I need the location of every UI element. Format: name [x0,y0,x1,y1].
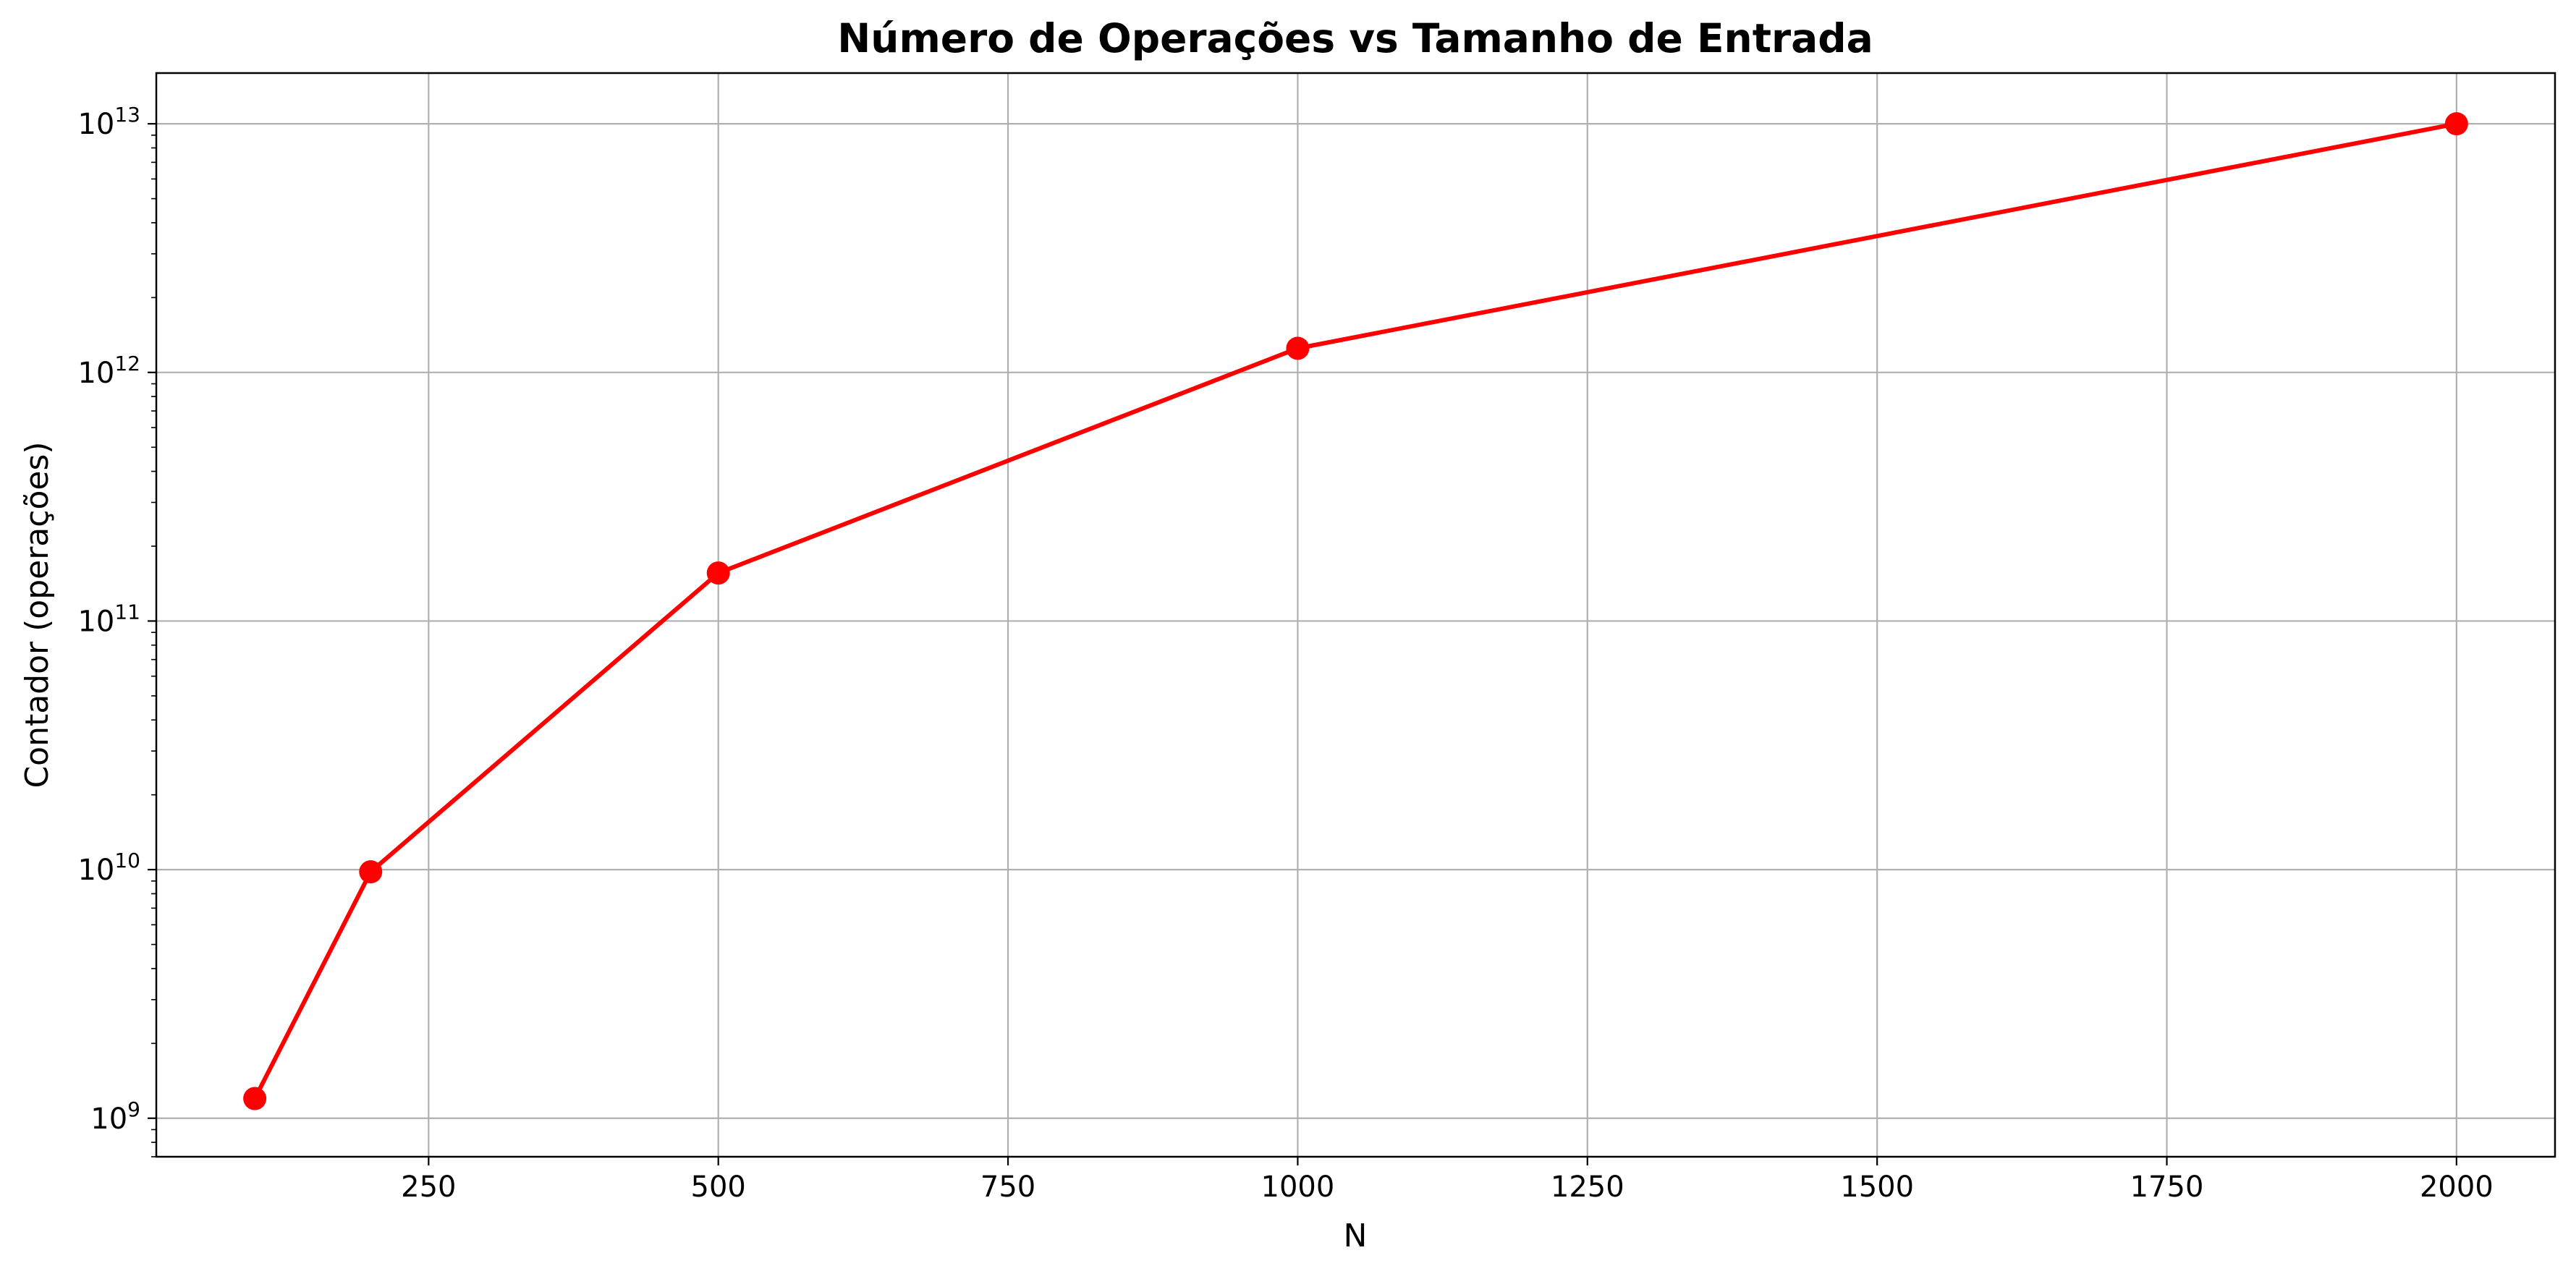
chart-title: Número de Operações vs Tamanho de Entrad… [837,15,1873,61]
data-point-marker [1286,336,1310,360]
x-tick-label: 1250 [1551,1170,1624,1204]
data-point-marker [2444,112,2468,136]
x-tick-label: 1750 [2130,1170,2204,1204]
data-point-marker [359,860,383,884]
data-point-marker [243,1087,267,1110]
x-axis-label: N [1344,1218,1368,1254]
major-ticks [148,123,2457,1165]
plot-area-frame [155,72,2556,1158]
x-tick-label: 750 [980,1170,1035,1204]
x-tick-label: 1500 [1840,1170,1914,1204]
x-tick-label: 250 [401,1170,456,1204]
data-point-marker [706,561,730,585]
series-layer [243,112,2468,1110]
x-tick-label: 2000 [2420,1170,2494,1204]
y-axis-label: Contador (operações) [19,441,56,788]
x-tick-label: 500 [691,1170,746,1204]
y-tick-label: 1011 [77,600,140,638]
x-tick-label: 1000 [1261,1170,1335,1204]
grid-lines [156,73,2555,1157]
